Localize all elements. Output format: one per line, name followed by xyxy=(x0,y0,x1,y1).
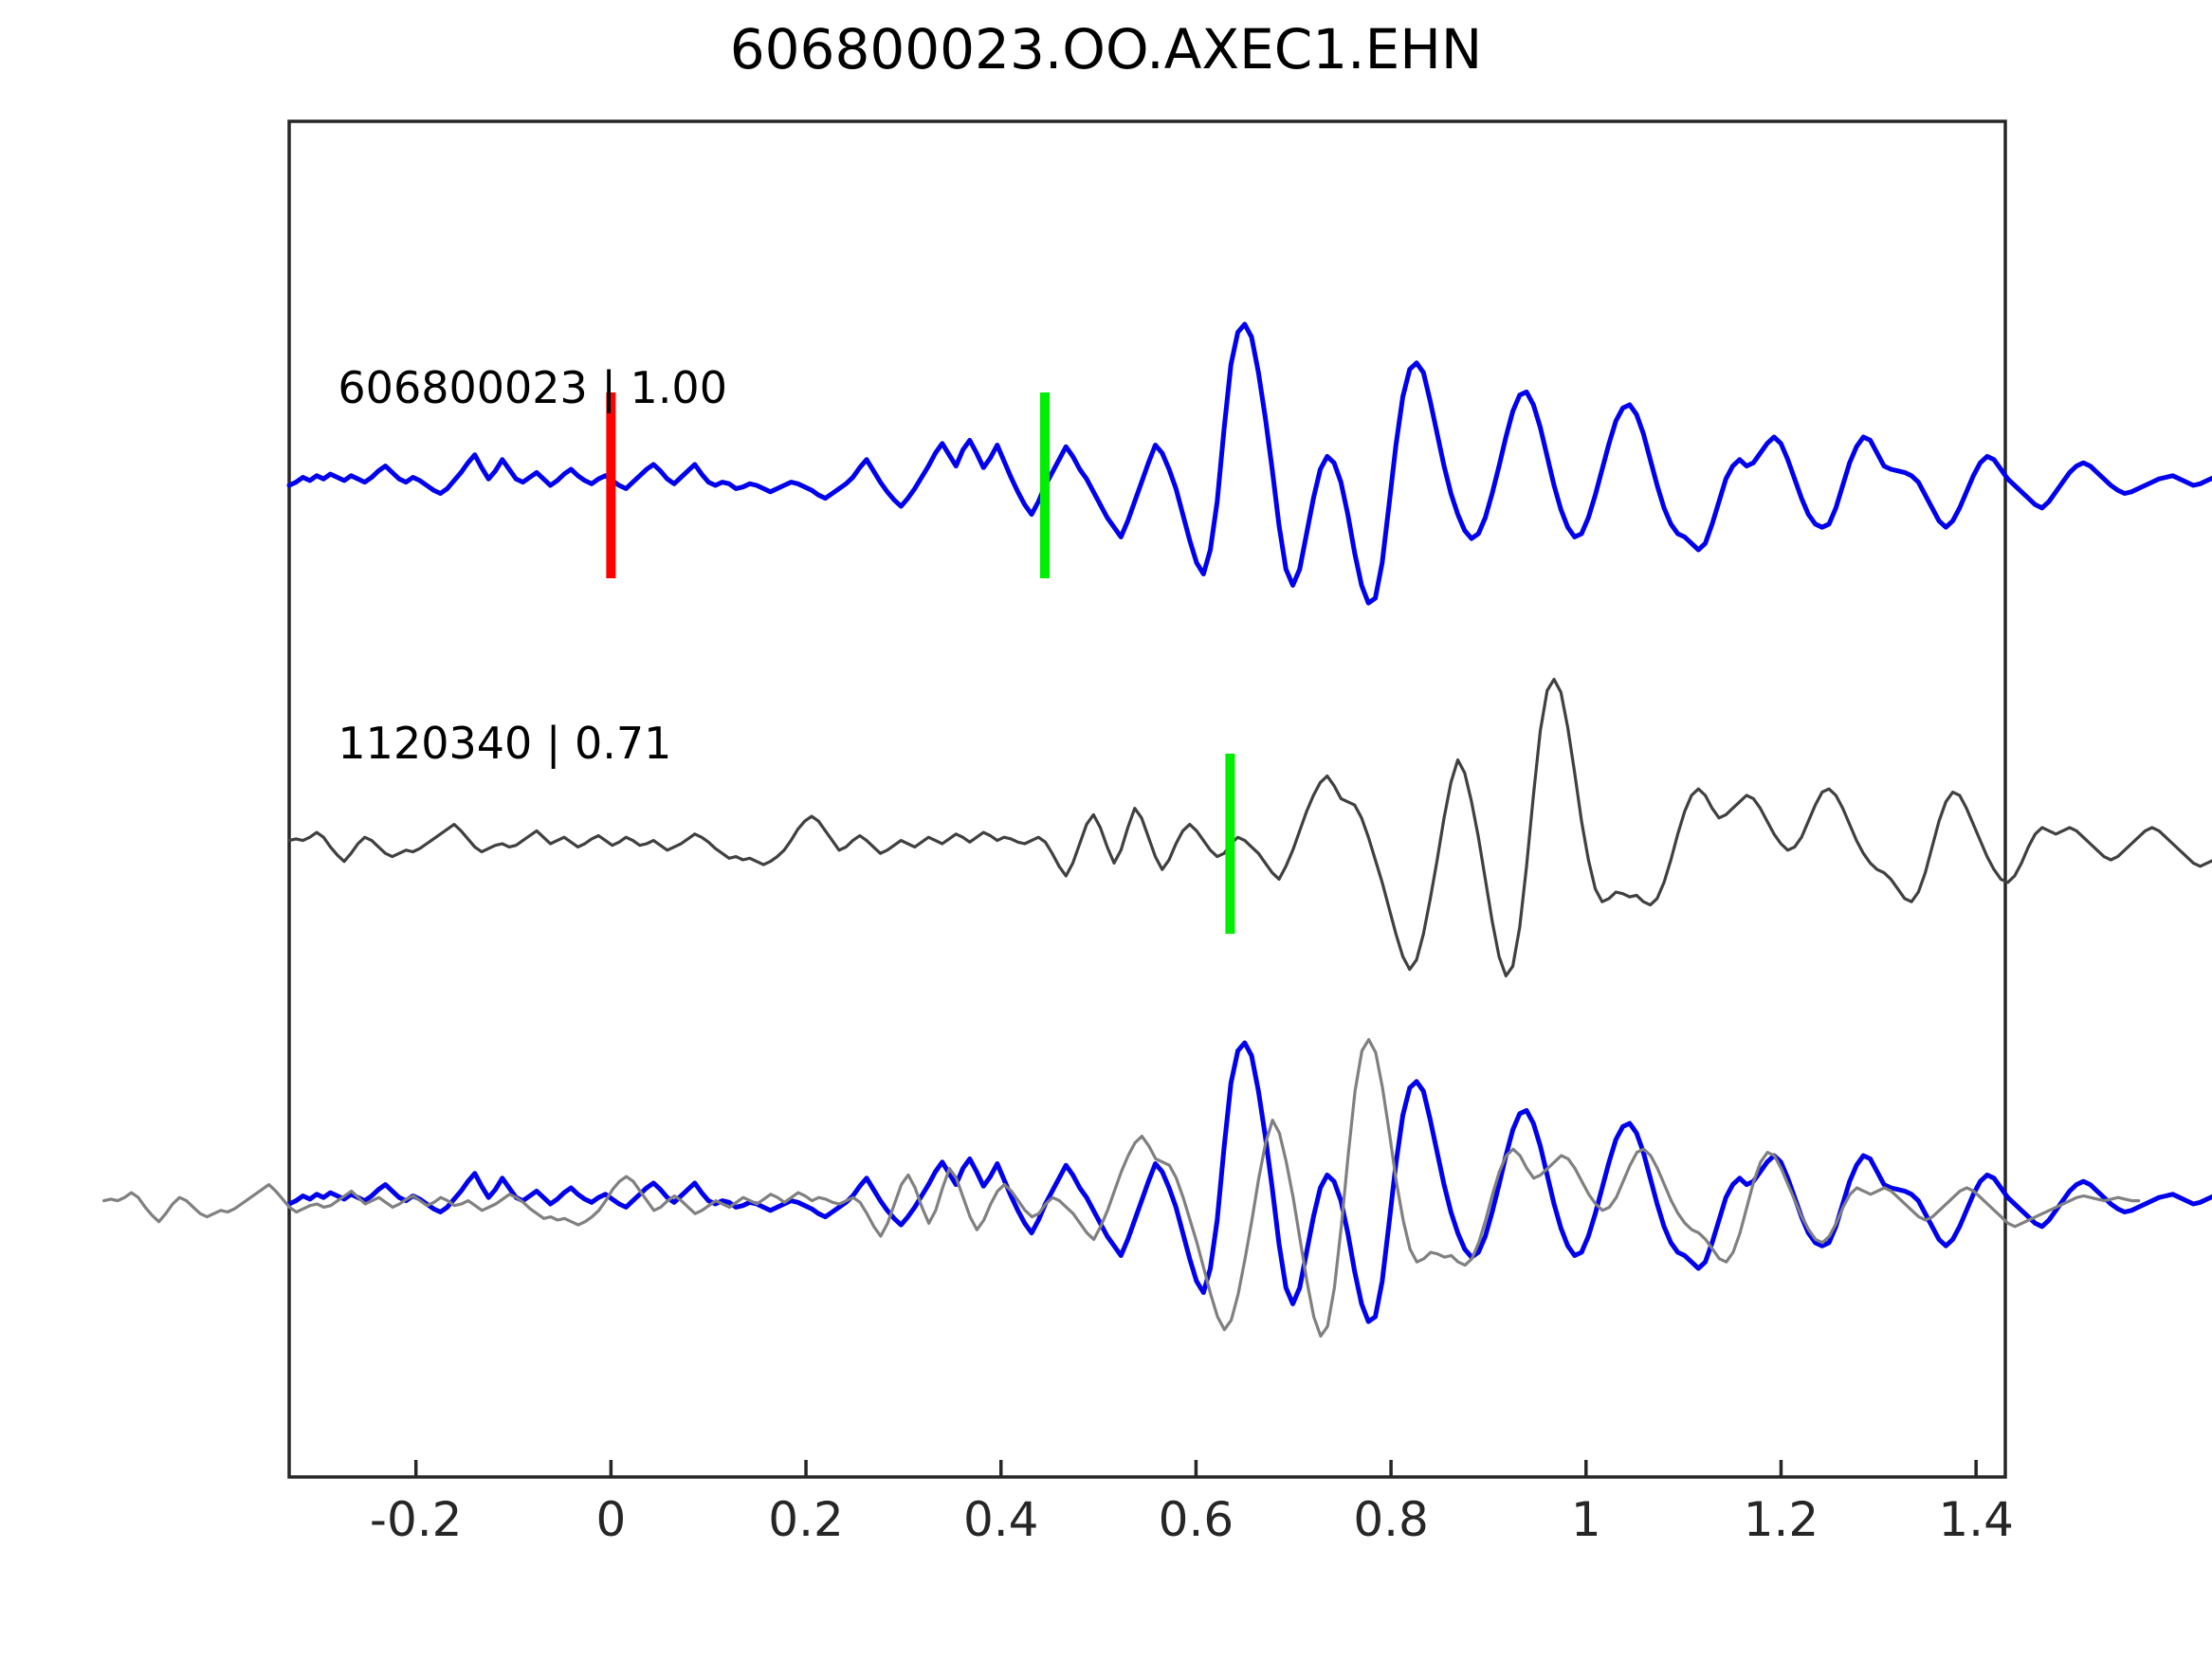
x-tick-label: -0.2 xyxy=(370,1492,463,1547)
x-tick-label: 0.4 xyxy=(963,1492,1039,1547)
overlay-detection-waveform xyxy=(102,1038,2141,1338)
x-tick-label: 0.6 xyxy=(1159,1492,1234,1547)
overlay-template-waveform xyxy=(286,1040,2212,1324)
x-tick-label: 0 xyxy=(595,1492,626,1547)
trace-label-606800023: 606800023 | 1.00 xyxy=(338,362,727,414)
page-title: 606800023.OO.AXEC1.EHN xyxy=(729,17,1483,82)
x-tick-labels: -0.2 0 0.2 0.4 0.6 0.8 1 1.2 1.4 xyxy=(370,1492,2014,1547)
axes-frame xyxy=(287,119,2007,1479)
x-tick-label: 0.2 xyxy=(768,1492,844,1547)
waveform-group xyxy=(102,321,2212,1338)
trace-label-1120340: 1120340 | 0.71 xyxy=(338,718,671,770)
trace-labels: 606800023 | 1.00 1120340 | 0.71 xyxy=(338,362,727,770)
x-tick-label: 1.2 xyxy=(1744,1492,1819,1547)
x-tick-label: 1 xyxy=(1571,1492,1601,1547)
x-tick-label: 0.8 xyxy=(1353,1492,1429,1547)
template-waveform xyxy=(286,321,2212,606)
phase-pick-marker-template xyxy=(1040,392,1051,578)
x-tick-label: 1.4 xyxy=(1938,1492,2014,1547)
detection-waveform xyxy=(287,678,2212,977)
phase-pick-marker-detection xyxy=(1225,754,1235,934)
marker-group xyxy=(606,392,1235,934)
plot-border xyxy=(287,119,2007,1479)
origin-time-marker xyxy=(606,392,616,578)
